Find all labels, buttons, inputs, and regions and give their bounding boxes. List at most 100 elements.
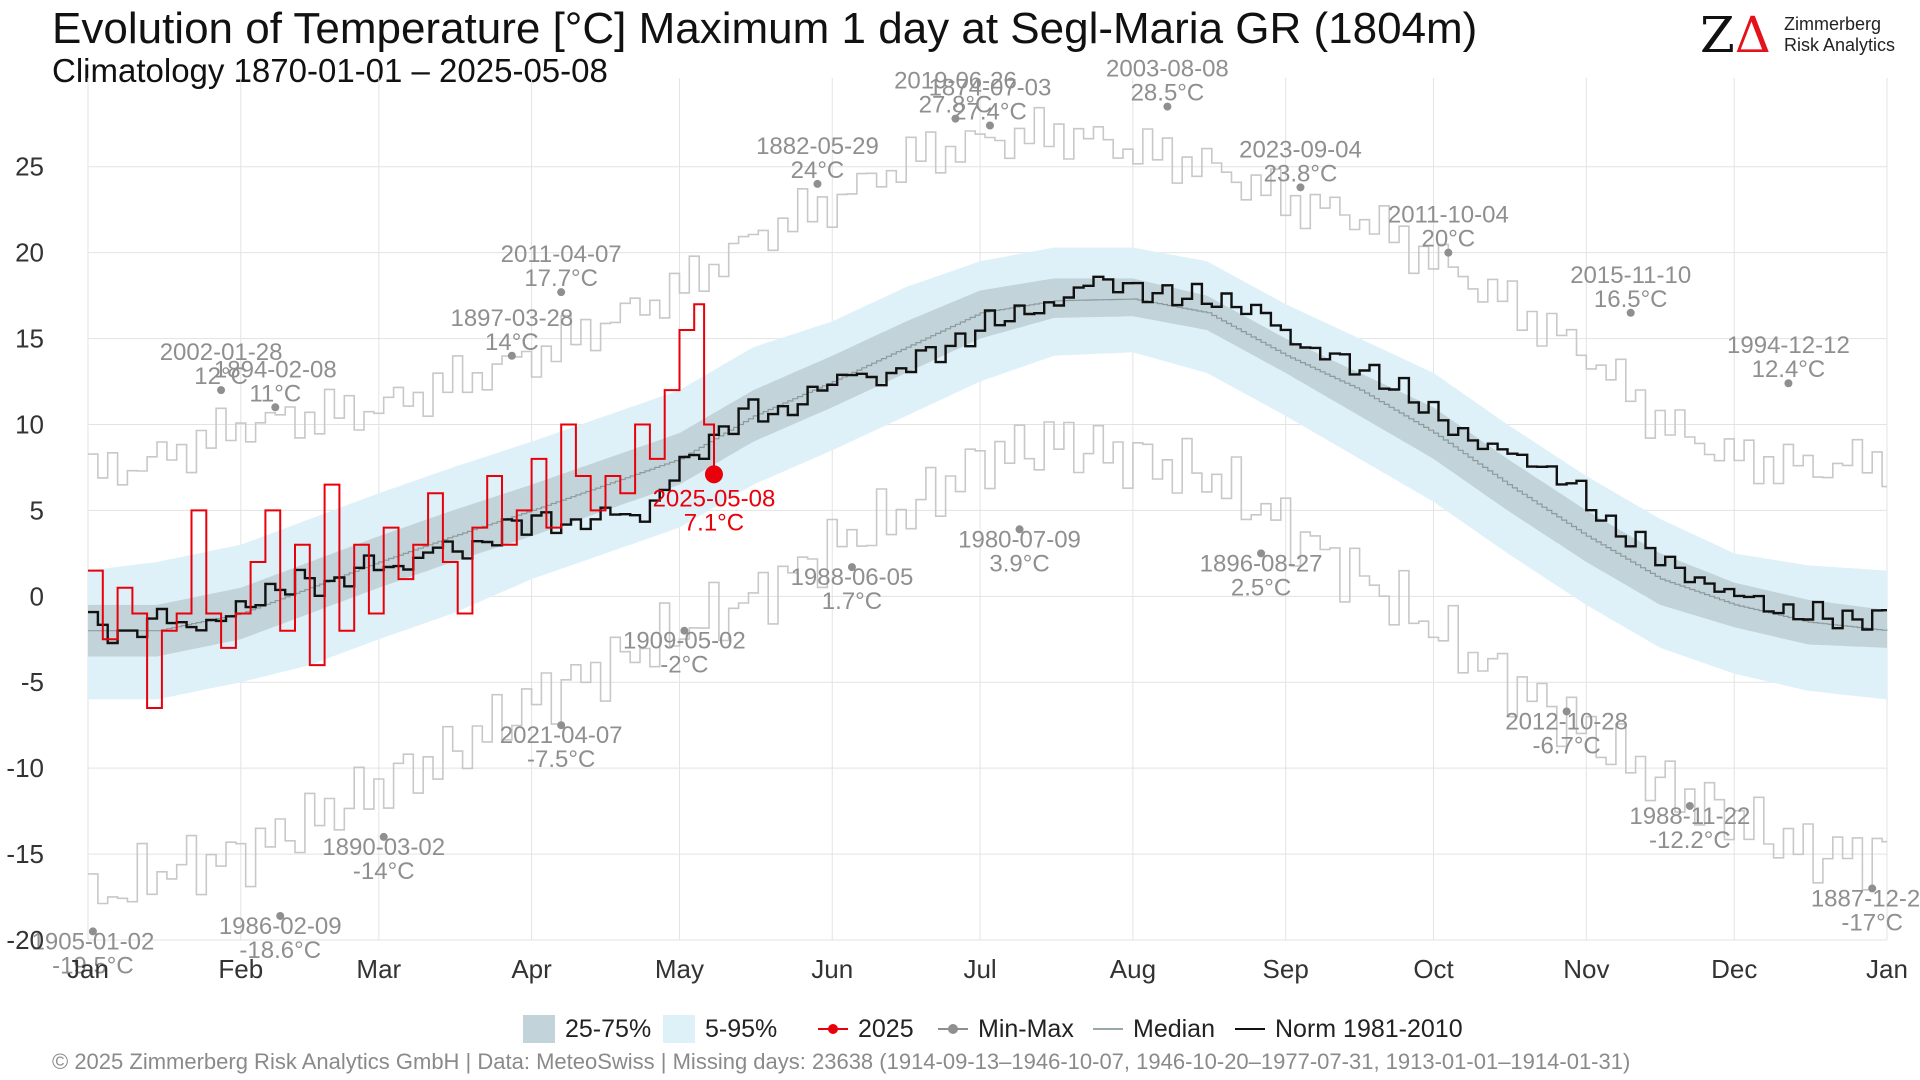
x-tick-label: Mar [356, 954, 401, 984]
record-high-label-value: 12°C [194, 363, 248, 390]
record-high-label-point [507, 351, 516, 360]
footer-credits: © 2025 Zimmerberg Risk Analytics GmbH | … [52, 1049, 1631, 1074]
record-high-label-date: 2011-10-04 [1388, 202, 1509, 229]
record-low-label-date: 1890-03-02 [322, 834, 445, 861]
record-low-label-value: -7.5°C [527, 746, 595, 773]
record-high-label-point [1626, 308, 1635, 317]
legend-swatch-p5-95 [663, 1015, 695, 1043]
record-high-label-date: 2011-04-07 [501, 241, 622, 268]
x-tick-label: Jun [811, 954, 853, 984]
record-low-label-value: 3.9°C [989, 550, 1049, 577]
record-high-label-date: 2002-01-28 [160, 339, 283, 366]
record-high-label-point [1296, 183, 1305, 192]
record-low-label-date: 1986-02-09 [219, 913, 342, 940]
record-low-label-value: -2°C [660, 652, 708, 679]
record-low-label-date: 1909-05-02 [623, 628, 746, 655]
record-high-label-value: 27.4°C [953, 98, 1027, 125]
x-tick-label: Oct [1413, 954, 1454, 984]
record-high-label-value: 28.5°C [1131, 80, 1205, 107]
record-low-label-point [276, 911, 285, 920]
x-tick-label: Feb [218, 954, 263, 984]
record-low-label-value: -18.6°C [239, 937, 321, 964]
y-tick-label: 20 [15, 238, 44, 268]
chart-legend: 25-75% 5-95% 2025 Min-Max Median Norm 19… [0, 1011, 1920, 1047]
legend-item-median: Median [1093, 1011, 1215, 1047]
y-tick-label: -20 [6, 925, 44, 955]
record-high-label-point [1784, 379, 1793, 388]
record-low-label-point [1257, 549, 1266, 558]
legend-item-2025: 2025 [818, 1011, 914, 1047]
y-tick-label: 5 [30, 495, 44, 525]
record-high-label-point [813, 179, 822, 188]
chart-subtitle: Climatology 1870-01-01 – 2025-05-08 [52, 52, 608, 89]
y-tick-label: 10 [15, 409, 44, 439]
record-high-label-point [271, 403, 280, 412]
legend-label-norm: Norm 1981-2010 [1275, 1014, 1463, 1043]
record-high-label-point [557, 288, 566, 297]
record-low-label-point [88, 927, 97, 936]
y-tick-label: -5 [21, 667, 44, 697]
record-high-label-date: 2019-06-26 [894, 68, 1017, 95]
x-tick-label: Nov [1563, 954, 1609, 984]
record-low-label-point [1685, 801, 1694, 810]
band-iqr [88, 278, 1887, 657]
record-high-label-value: 17.7°C [524, 265, 598, 292]
record-low-label-date: 2021-04-07 [500, 722, 623, 749]
legend-swatch-iqr [523, 1015, 555, 1043]
record-high-label-date: 1897-03-28 [450, 305, 573, 332]
record-low-label-point [1868, 884, 1877, 893]
record-low-label-date: 1988-06-05 [791, 564, 914, 591]
record-low-label-point [1562, 707, 1571, 716]
record-low-label-value: -14°C [353, 858, 415, 885]
logo-text: Zimmerberg Risk Analytics [1784, 14, 1895, 56]
record-high-label-value: 27.8°C [919, 92, 993, 119]
record-high-label-date: 2023-09-04 [1239, 136, 1362, 163]
y-tick-label: 0 [30, 581, 44, 611]
record-high-label-point [1163, 102, 1172, 111]
record-low-label-value: -12.2°C [1649, 827, 1731, 854]
record-high-label-point [951, 114, 960, 123]
record-high-label-date: 2015-11-10 [1570, 262, 1691, 289]
record-high-label-date: 1894-02-08 [214, 356, 337, 383]
record-max-line [88, 106, 1887, 488]
record-high-label-value: 23.8°C [1264, 160, 1338, 187]
current-point [704, 465, 723, 484]
record-low-label-point [1015, 525, 1024, 534]
legend-line-minmax [938, 1015, 968, 1043]
record-low-label-point [680, 626, 689, 635]
chart-title: Evolution of Temperature [°C] Maximum 1 … [52, 4, 1478, 53]
record-low-label-date: 1905-01-02 [32, 928, 155, 955]
series-2025-line [88, 303, 715, 709]
record-min-line [88, 421, 1887, 905]
record-low-label-date: 1980-07-09 [958, 526, 1081, 553]
legend-label-2025: 2025 [858, 1014, 914, 1043]
x-tick-label: Jan [67, 954, 109, 984]
legend-label-median: Median [1133, 1014, 1215, 1043]
logo-line-1: Zimmerberg [1784, 14, 1882, 34]
logo-mark-icon: ZΔ [1700, 6, 1771, 64]
record-high-label-date: 1874-07-03 [929, 74, 1052, 101]
norm-line [88, 275, 1887, 645]
record-low-label-value: -6.7°C [1532, 732, 1600, 759]
record-high-label-value: 14°C [485, 329, 539, 356]
record-high-label-point [217, 386, 226, 395]
record-low-label-date: 1887-12-29 [1811, 885, 1920, 912]
legend-line-2025 [818, 1015, 848, 1043]
record-high-label-point [985, 121, 994, 130]
legend-label-iqr: 25-75% [565, 1014, 652, 1043]
legend-label-p5-95: 5-95% [705, 1014, 778, 1043]
record-high-label-value: 20°C [1422, 226, 1476, 253]
record-high-label-value: 12.4°C [1752, 356, 1826, 383]
record-low-label-date: 1988-11-22 [1629, 803, 1750, 830]
record-high-label-date: 2003-08-08 [1106, 56, 1229, 83]
record-high-label-date: 1994-12-12 [1727, 332, 1850, 359]
record-high-label-value: 11°C [249, 380, 301, 407]
record-low-label-value: -19.5°C [52, 952, 134, 979]
x-tick-label: Aug [1110, 954, 1156, 984]
legend-item-minmax: Min-Max [938, 1011, 1074, 1047]
x-tick-label: May [655, 954, 704, 984]
median-line [88, 298, 1888, 632]
legend-label-minmax: Min-Max [978, 1014, 1074, 1043]
company-logo: ZΔ Zimmerberg Risk Analytics [1700, 10, 1900, 60]
